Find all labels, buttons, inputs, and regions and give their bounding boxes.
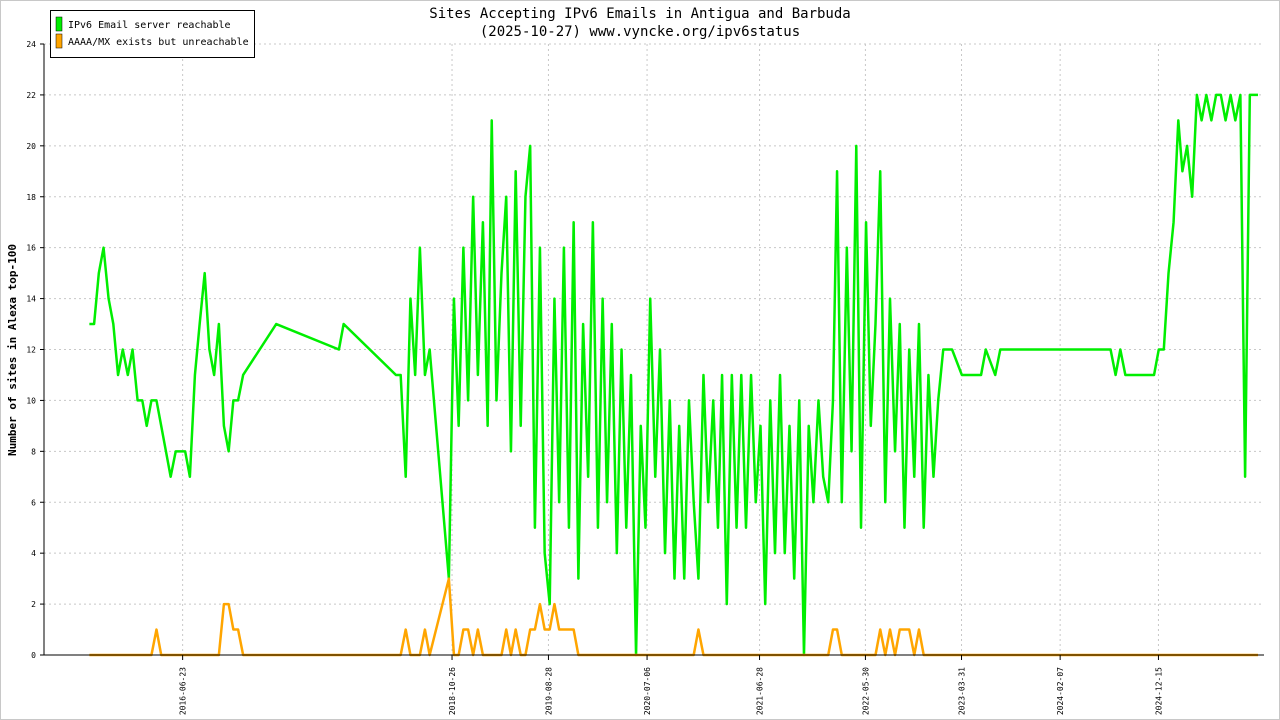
legend-label: AAAA/MX exists but unreachable: [68, 37, 249, 48]
y-tick-label: 0: [31, 651, 36, 660]
x-tick-label: 2016-06-23: [179, 667, 188, 715]
legend: IPv6 Email server reachable AAAA/MX exist…: [50, 10, 255, 58]
legend-swatch: [55, 33, 63, 49]
x-tick-label: 2021-06-28: [756, 667, 765, 715]
x-tick-label: 2023-03-31: [958, 667, 967, 715]
y-tick-label: 16: [26, 244, 36, 253]
legend-swatch: [55, 16, 63, 32]
y-tick-label: 10: [26, 396, 36, 405]
y-tick-label: 4: [31, 549, 36, 558]
y-tick-label: 22: [26, 91, 36, 100]
y-tick-label: 12: [26, 346, 36, 355]
x-tick-label: 2024-12-15: [1154, 667, 1163, 715]
y-tick-label: 14: [26, 295, 36, 304]
y-tick-label: 2: [31, 600, 36, 609]
y-tick-label: 18: [26, 193, 36, 202]
x-tick-label: 2019-08-28: [544, 667, 553, 715]
chart-subtitle: (2025-10-27) www.vyncke.org/ipv6status: [480, 24, 800, 40]
y-tick-label: 24: [26, 40, 36, 49]
y-tick-label: 20: [26, 142, 36, 151]
chart-title: Sites Accepting IPv6 Emails in Antigua a…: [429, 6, 850, 22]
x-tick-label: 2020-07-06: [643, 667, 652, 715]
legend-box: [50, 10, 255, 58]
x-tick-label: 2018-10-26: [448, 667, 457, 715]
x-tick-label: 2024-02-07: [1056, 667, 1065, 715]
x-tick-label: 2022-05-30: [861, 667, 870, 715]
legend-label: IPv6 Email server reachable: [68, 20, 231, 31]
y-tick-label: 8: [31, 447, 36, 456]
y-axis-label: Number of sites in Alexa top-100: [6, 244, 19, 456]
series-line: [89, 93, 1259, 657]
y-tick-label: 6: [31, 498, 36, 507]
